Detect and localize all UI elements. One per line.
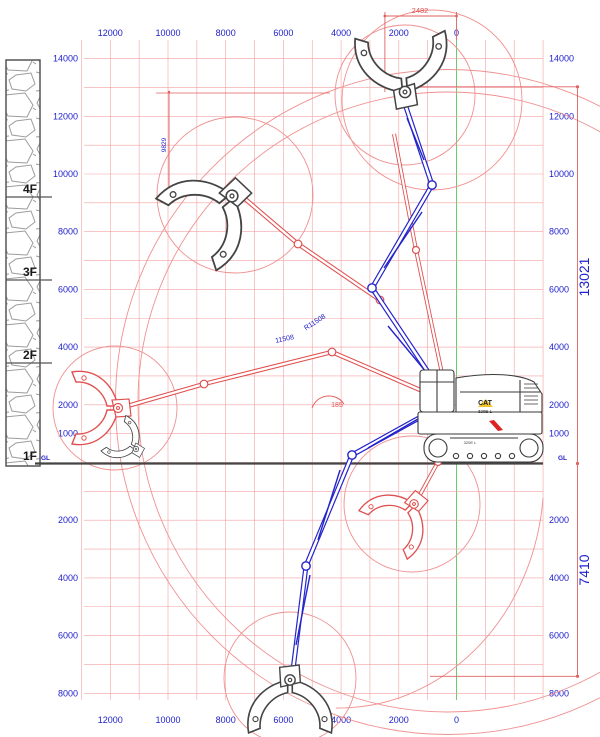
tick-label-bottom: 2000	[389, 715, 409, 725]
tick-label-bottom: 0	[454, 715, 459, 725]
cat-logo: CAT 320E L	[478, 399, 493, 414]
tick-label-right: 6000	[549, 284, 569, 294]
tick-label-top: 2000	[389, 28, 409, 38]
head-arc-top	[341, 9, 523, 191]
floor-label: 3F	[23, 265, 37, 279]
dim-text-13021: 13021	[576, 257, 592, 296]
sprocket-wheel	[519, 438, 539, 458]
tick-label-right: 6000	[549, 631, 569, 641]
vent-grille	[524, 383, 538, 405]
tick-label-left: 8000	[58, 227, 78, 237]
tick-label-right: 2000	[549, 515, 569, 525]
tick-label-left: 10000	[53, 169, 78, 179]
tick-label-right: 2000	[549, 400, 569, 410]
gl-label-left: GL	[41, 455, 50, 462]
boom-cylinder	[295, 574, 311, 646]
crusher-attachment-below-gl-red	[357, 470, 448, 561]
tick-label-left: 6000	[58, 631, 78, 641]
head-arc-upper-left	[156, 116, 314, 274]
tick-label-right: 14000	[549, 54, 574, 64]
floor-label: 4F	[23, 182, 37, 196]
ground-line: GL GL	[35, 455, 567, 465]
demolition-boom-blue-raised	[367, 90, 451, 404]
head-arc-bottom	[223, 611, 357, 737]
working-envelope-arcs	[52, 9, 600, 737]
boom-red-upper-left	[242, 196, 450, 404]
tick-label-left: 8000	[58, 688, 78, 698]
dim-text-2482: 2482	[412, 6, 429, 15]
tick-label-right: 10000	[549, 169, 574, 179]
dim-text-185: 185	[331, 402, 343, 409]
tick-label-right: 4000	[549, 342, 569, 352]
tick-label-right: 4000	[549, 573, 569, 583]
dim-text-r11508: R11508	[303, 313, 327, 332]
tick-label-bottom: 8000	[216, 715, 236, 725]
tick-label-left: 6000	[58, 284, 78, 294]
cat-logo-triangle	[478, 399, 493, 407]
tick-label-left: 14000	[53, 54, 78, 64]
dim-text-9829: 9829	[161, 137, 168, 152]
tick-label-right: 8000	[549, 227, 569, 237]
dim-text-7410: 7410	[576, 554, 592, 585]
boom-cylinder	[383, 211, 423, 269]
brand-label: CAT	[478, 400, 493, 407]
building-wall-section: 4F 3F 2F 1F	[5, 59, 52, 467]
head-arc-below-gl	[343, 435, 481, 573]
tick-label-top: 6000	[273, 28, 293, 38]
tick-label-left: 12000	[53, 111, 78, 121]
tick-label-left: 2000	[58, 515, 78, 525]
boom-cylinder	[406, 117, 425, 161]
tick-label-left: 2000	[58, 400, 78, 410]
tick-label-left: 4000	[58, 342, 78, 352]
model-label-track: 320E L	[464, 440, 477, 445]
dim-text-11508: 11508	[275, 334, 295, 345]
wall-rubble-column	[5, 59, 41, 467]
tick-label-left: 4000	[58, 573, 78, 583]
head-arc-top-inner	[334, 24, 476, 166]
tick-label-bottom: 10000	[155, 715, 180, 725]
tick-label-right: 8000	[549, 688, 569, 698]
axis-tick-labels: 12000 10000 8000 6000 4000 2000 0 12000 10000 800…	[53, 28, 574, 725]
dim-endpoints	[167, 14, 580, 678]
body-red-mark	[489, 420, 503, 431]
tick-label-top: 10000	[155, 28, 180, 38]
head-arc-left	[52, 345, 178, 471]
angle-arc-185	[311, 395, 345, 409]
boom-cylinder	[317, 469, 341, 541]
floor-label: 1F	[23, 449, 37, 463]
tick-label-top: 12000	[98, 28, 123, 38]
boom-red-raised	[392, 133, 450, 403]
envelope-arc-lower-right	[335, 497, 544, 709]
tick-label-right: 12000	[549, 111, 574, 121]
floor-separators	[6, 196, 52, 364]
tick-label-right: 1000	[549, 429, 569, 439]
engine-housing	[455, 374, 543, 413]
tick-label-bottom: 12000	[98, 715, 123, 725]
tick-label-left: 1000	[58, 429, 78, 439]
tick-label-top: 4000	[331, 28, 351, 38]
tick-label-top: 8000	[216, 28, 236, 38]
carbody-deck	[417, 411, 543, 435]
boom-red-horizontal-reach	[123, 347, 449, 410]
dimension-lines	[156, 12, 580, 678]
grid	[81, 40, 544, 700]
floor-label: 2F	[23, 348, 37, 362]
excavator-body: CAT 320E L 320E L	[417, 369, 544, 463]
gl-label-right: GL	[558, 455, 567, 462]
model-label: 320E L	[478, 409, 493, 414]
crusher-attachment-top	[353, 29, 453, 114]
tick-label-bottom: 6000	[273, 715, 293, 725]
idler-wheel	[428, 438, 448, 458]
